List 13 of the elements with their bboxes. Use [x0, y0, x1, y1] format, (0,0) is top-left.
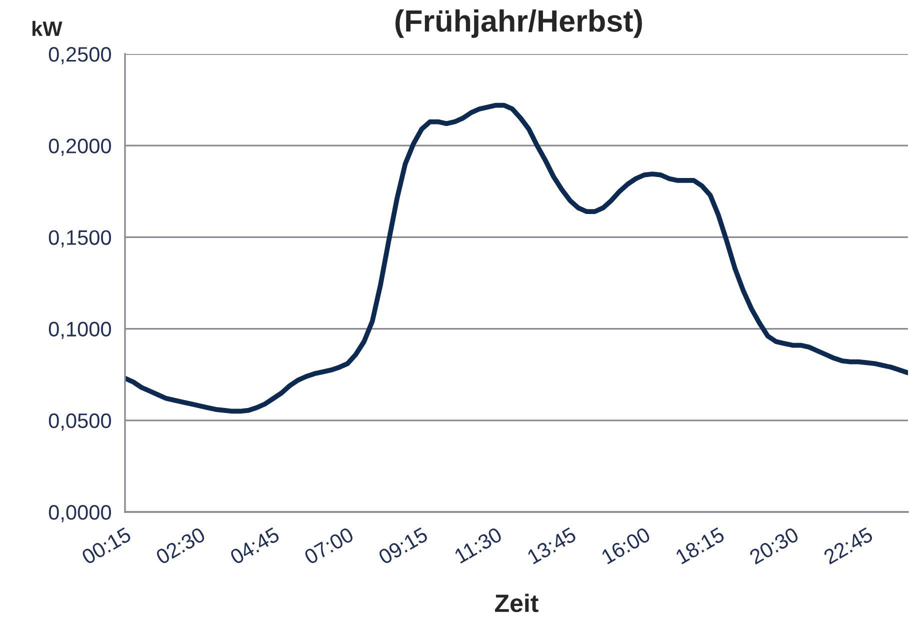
y-tick-label: 0,2000	[48, 138, 111, 156]
x-tick-label: 02:30	[155, 526, 206, 565]
y-tick-label: 0,1000	[48, 322, 111, 340]
y-tick-label: 0,1500	[48, 230, 111, 248]
chart-title: (Frühjahr/Herbst)	[395, 9, 642, 38]
line-series	[125, 102, 908, 414]
y-tick-label: 0,0500	[48, 413, 111, 431]
x-tick-label: 07:00	[303, 526, 354, 565]
x-tick-label: 11:30	[454, 526, 503, 564]
y-tick-label: 0,2500	[48, 47, 111, 64]
x-axis-title: Zeit	[495, 594, 538, 612]
y-tick-label: 0,0000	[48, 505, 111, 522]
y-axis-title: kW	[32, 20, 62, 36]
